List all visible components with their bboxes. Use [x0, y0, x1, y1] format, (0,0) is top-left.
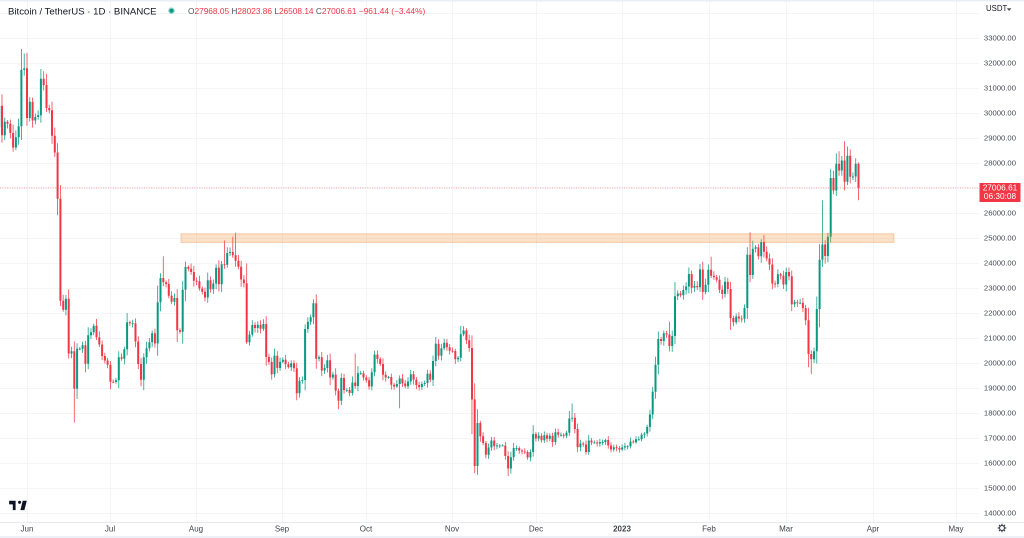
svg-text:Dec: Dec — [529, 525, 543, 534]
svg-text:2023: 2023 — [613, 525, 631, 534]
svg-text:Mar: Mar — [779, 525, 793, 534]
svg-text:32000.00: 32000.00 — [984, 59, 1016, 68]
svg-text:33000.00: 33000.00 — [984, 34, 1016, 43]
svg-text:Sep: Sep — [275, 525, 290, 534]
svg-text:Apr: Apr — [867, 525, 880, 534]
svg-text:20000.00: 20000.00 — [984, 359, 1016, 368]
svg-text:Jun: Jun — [21, 525, 34, 534]
svg-text:Jul: Jul — [105, 525, 115, 534]
svg-text:Feb: Feb — [702, 525, 716, 534]
svg-text:Bitcoin / TetherUS · 1D · BINA: Bitcoin / TetherUS · 1D · BINANCE — [8, 7, 157, 18]
svg-text:06:30:08: 06:30:08 — [984, 191, 1017, 201]
svg-text:22000.00: 22000.00 — [984, 309, 1016, 318]
svg-text:27006.61: 27006.61 — [983, 183, 1018, 193]
svg-text:23000.00: 23000.00 — [984, 284, 1016, 293]
svg-text:21000.00: 21000.00 — [984, 334, 1016, 343]
svg-text:18000.00: 18000.00 — [984, 409, 1016, 418]
svg-text:28000.00: 28000.00 — [984, 159, 1016, 168]
svg-text:16000.00: 16000.00 — [984, 459, 1016, 468]
svg-text:31000.00: 31000.00 — [984, 84, 1016, 93]
svg-text:Nov: Nov — [445, 525, 459, 534]
svg-text:May: May — [948, 525, 963, 534]
svg-text:24000.00: 24000.00 — [984, 259, 1016, 268]
svg-text:15000.00: 15000.00 — [984, 484, 1016, 493]
svg-text:30000.00: 30000.00 — [984, 109, 1016, 118]
svg-text:USDT: USDT — [986, 4, 1007, 13]
svg-text:29000.00: 29000.00 — [984, 134, 1016, 143]
svg-text:O27968.05 H28023.86 L26508.14: O27968.05 H28023.86 L26508.14 C27006.61 … — [188, 6, 425, 16]
svg-text:14000.00: 14000.00 — [984, 509, 1016, 518]
svg-text:26000.00: 26000.00 — [984, 209, 1016, 218]
svg-text:Aug: Aug — [189, 525, 203, 534]
svg-text:19000.00: 19000.00 — [984, 384, 1016, 393]
svg-text:17000.00: 17000.00 — [984, 434, 1016, 443]
svg-text:25000.00: 25000.00 — [984, 234, 1016, 243]
svg-text:Oct: Oct — [360, 525, 373, 534]
